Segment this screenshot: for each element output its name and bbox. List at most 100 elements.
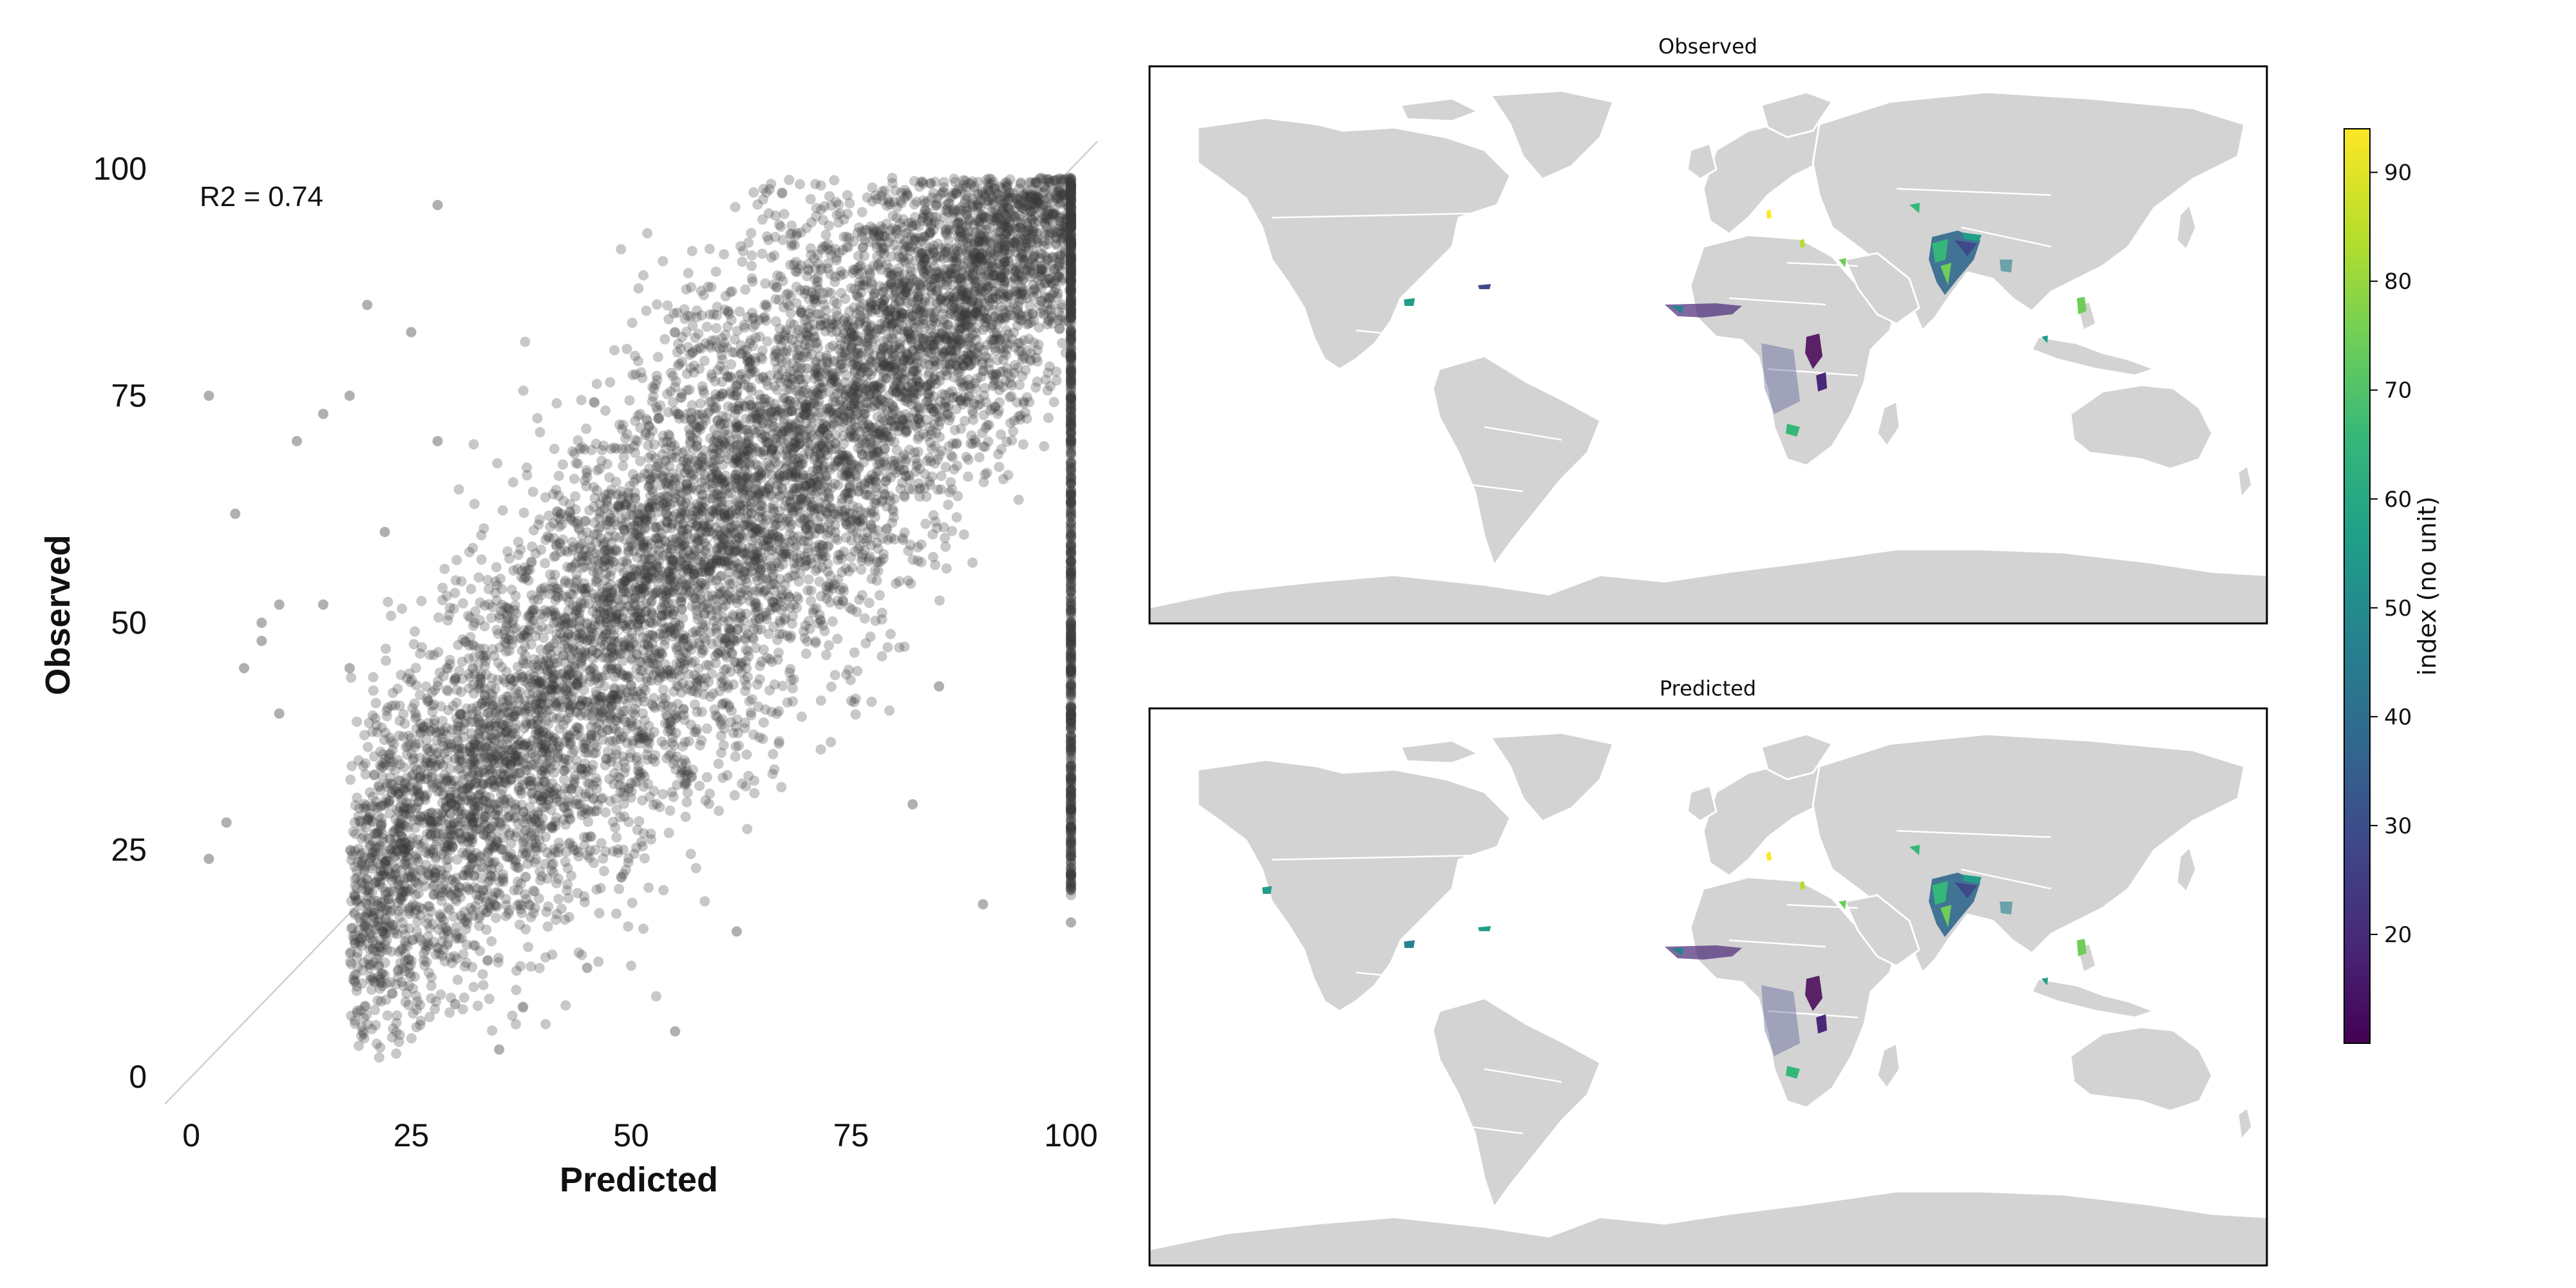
scatter-point xyxy=(757,734,768,744)
scatter-point xyxy=(647,590,658,601)
scatter-point xyxy=(681,684,692,695)
scatter-point xyxy=(862,192,873,203)
scatter-point xyxy=(888,318,899,329)
scatter-point xyxy=(731,428,742,439)
scatter-point xyxy=(737,547,748,558)
scatter-point xyxy=(643,882,654,893)
scatter-point xyxy=(932,269,943,279)
scatter-point xyxy=(913,555,923,566)
scatter-point xyxy=(1009,415,1019,426)
scatter-point xyxy=(968,408,979,419)
scatter-point xyxy=(717,534,728,544)
scatter-point xyxy=(638,923,649,934)
scatter-point xyxy=(790,240,800,251)
scatter-point xyxy=(923,400,934,411)
scatter-point xyxy=(1039,259,1050,270)
scatter-point xyxy=(978,325,989,335)
scatter-point xyxy=(1012,242,1023,252)
scatter-point xyxy=(585,806,596,817)
scatter-point xyxy=(551,701,562,712)
scatter-point xyxy=(975,251,985,262)
scatter-point xyxy=(810,366,820,377)
scatter-point xyxy=(840,377,851,388)
scatter-point xyxy=(749,788,760,799)
scatter-point xyxy=(407,703,418,714)
scatter-point xyxy=(845,523,856,534)
scatter-point xyxy=(627,721,638,732)
scatter-point xyxy=(714,517,725,528)
scatter-point xyxy=(771,542,782,553)
scatter-point xyxy=(775,271,786,282)
scatter-point xyxy=(1001,189,1012,200)
scatter-point xyxy=(511,750,522,761)
scatter-point xyxy=(486,871,497,882)
scatter-point xyxy=(389,784,400,795)
scatter-point xyxy=(822,357,833,368)
scatter-point xyxy=(532,413,543,424)
scatter-point xyxy=(464,742,475,753)
scatter-point xyxy=(687,245,697,256)
scatter-point xyxy=(665,386,676,397)
scatter-point xyxy=(493,810,504,820)
scatter-point xyxy=(376,851,387,862)
scatter-point xyxy=(969,250,980,261)
scatter-point xyxy=(695,504,706,514)
scatter-point xyxy=(751,480,762,491)
scatter-point xyxy=(928,551,938,562)
scatter-point xyxy=(623,572,634,583)
scatter-point xyxy=(399,784,410,795)
scatter-point xyxy=(781,449,791,460)
scatter-point xyxy=(896,392,907,402)
scatter-point xyxy=(686,408,697,419)
scatter-point xyxy=(527,486,538,497)
scatter-point xyxy=(357,928,368,939)
scatter-point xyxy=(1039,278,1050,289)
scatter-point xyxy=(889,317,900,328)
scatter-point xyxy=(742,824,753,835)
scatter-point xyxy=(352,792,363,803)
scatter-point xyxy=(767,571,778,582)
scatter-point xyxy=(1066,200,1076,211)
scatter-point xyxy=(949,424,960,435)
scatter-point xyxy=(670,710,681,721)
scatter-point xyxy=(441,723,452,734)
scatter-point xyxy=(398,708,409,719)
scatter-point xyxy=(872,459,883,469)
scatter-point xyxy=(670,508,681,519)
scatter-point xyxy=(804,395,815,406)
scatter-point xyxy=(677,567,688,578)
scatter-point xyxy=(372,895,383,906)
scatter-point xyxy=(582,778,593,789)
scatter-point xyxy=(724,540,735,551)
scatter-point xyxy=(711,529,722,540)
scatter-point xyxy=(644,737,654,748)
scatter-point xyxy=(644,502,655,513)
scatter-point xyxy=(867,336,878,347)
scatter-point xyxy=(470,803,480,813)
scatter-point xyxy=(1014,222,1025,233)
scatter-point xyxy=(809,294,820,305)
scatter-point xyxy=(781,516,791,527)
scatter-point xyxy=(479,767,490,778)
scatter-point xyxy=(904,242,915,253)
scatter-point xyxy=(527,788,538,799)
scatter-point xyxy=(497,661,507,672)
scatter-point xyxy=(801,223,812,233)
scatter-point xyxy=(538,632,549,643)
scatter-point xyxy=(469,807,480,818)
scatter-point xyxy=(441,842,451,853)
scatter-point xyxy=(845,425,856,436)
scatter-point xyxy=(824,640,835,651)
scatter-point xyxy=(1004,192,1015,203)
scatter-point xyxy=(960,305,971,316)
scatter-point xyxy=(651,558,662,569)
scatter-point xyxy=(623,782,634,793)
scatter-point xyxy=(894,642,905,653)
scatter-point xyxy=(742,508,753,518)
scatter-point xyxy=(1061,200,1072,211)
scatter-point xyxy=(594,594,605,605)
scatter-point xyxy=(879,489,890,500)
scatter-point xyxy=(1066,284,1076,295)
scatter-point xyxy=(657,649,668,660)
scatter-point xyxy=(741,609,752,619)
